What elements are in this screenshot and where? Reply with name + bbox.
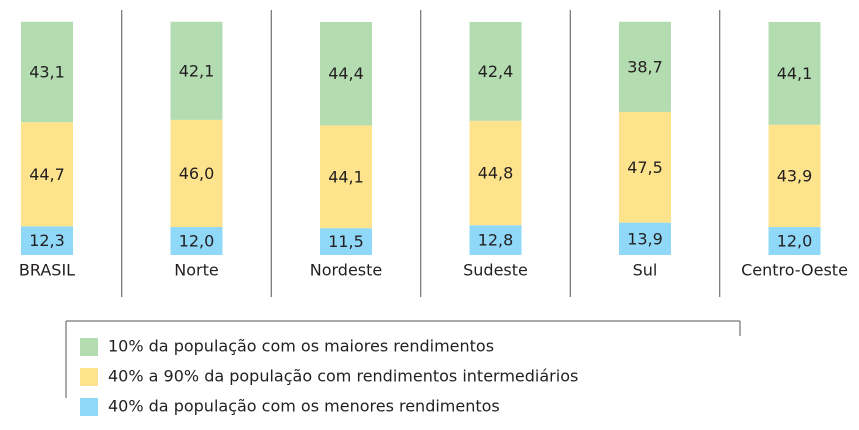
value-label: 12,0 [777, 232, 813, 251]
bar-segment [469, 225, 522, 255]
value-label: 44,1 [328, 167, 364, 186]
value-label: 12,3 [29, 231, 65, 250]
x-tick-label: Nordeste [310, 261, 383, 280]
bar-segment [21, 122, 73, 227]
bar-segment [21, 21, 73, 123]
legend-label: 10% da população com os maiores rendimen… [108, 337, 494, 356]
bar-segment [21, 226, 73, 255]
bar-segment [320, 22, 372, 126]
value-label: 46,0 [179, 164, 215, 183]
value-label: 44,7 [29, 165, 65, 184]
x-tick-label: Norte [174, 261, 218, 280]
legend-swatch [80, 398, 98, 416]
bar-segment [768, 227, 821, 255]
legend-swatch [80, 338, 98, 356]
value-label: 12,8 [478, 231, 514, 250]
bar-segment [320, 125, 372, 229]
value-label: 42,4 [478, 62, 514, 81]
bar-segment [170, 21, 223, 120]
value-label: 43,9 [777, 166, 813, 185]
bar-segment [619, 111, 671, 223]
legend-swatch [80, 368, 98, 386]
value-label: 42,1 [179, 61, 215, 80]
bar-segment [768, 124, 821, 228]
value-label: 11,5 [328, 232, 364, 251]
value-label: 13,9 [627, 229, 663, 248]
value-label: 47,5 [627, 158, 663, 177]
bar-segment [170, 119, 223, 228]
bar-segment [469, 120, 522, 226]
value-label: 44,4 [328, 64, 364, 83]
x-tick-label: Sudeste [463, 261, 528, 280]
bar-segment [170, 227, 223, 255]
value-label: 43,1 [29, 62, 65, 81]
bar-segment [469, 22, 522, 121]
legend-label: 40% da população com os menores rendimen… [108, 397, 500, 416]
value-label: 12,0 [179, 232, 215, 251]
value-label: 38,7 [627, 57, 663, 76]
x-tick-label: Sul [633, 261, 658, 280]
bar-segment [768, 22, 821, 125]
x-tick-label: Centro-Oeste [741, 261, 848, 280]
x-tick-label: BRASIL [19, 261, 75, 280]
bar-segment [320, 228, 372, 255]
value-label: 44,8 [478, 163, 514, 182]
bar-segment [619, 21, 671, 112]
legend-label: 40% a 90% da população com rendimentos i… [108, 367, 578, 386]
value-label: 44,1 [777, 64, 813, 83]
bar-segment [619, 222, 671, 255]
